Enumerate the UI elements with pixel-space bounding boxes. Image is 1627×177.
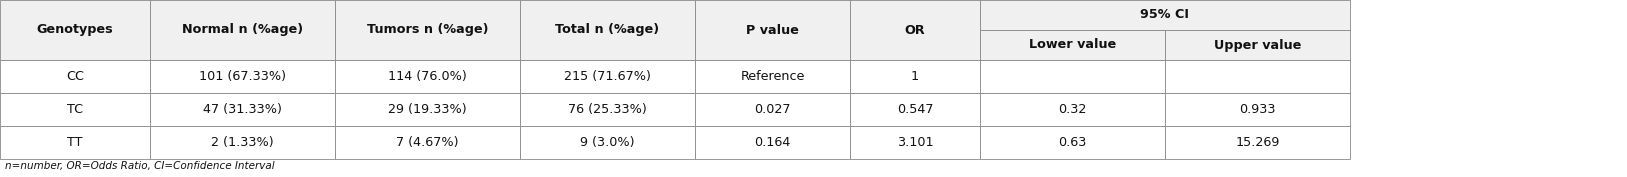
Text: Tumors n (%age): Tumors n (%age)	[366, 24, 488, 36]
Bar	[849, 126, 979, 159]
Text: TC: TC	[67, 103, 83, 116]
Text: n=number, OR=Odds Ratio, CI=Confidence Interval: n=number, OR=Odds Ratio, CI=Confidence I…	[5, 161, 275, 171]
Bar	[0, 0, 150, 60]
Text: 95% CI: 95% CI	[1141, 8, 1189, 21]
Bar	[150, 126, 335, 159]
Bar	[695, 93, 849, 126]
Bar	[0, 60, 150, 93]
Text: 29 (19.33%): 29 (19.33%)	[389, 103, 467, 116]
Text: 15.269: 15.269	[1235, 136, 1280, 149]
Bar	[979, 60, 1165, 93]
Bar	[1165, 93, 1350, 126]
Text: 9 (3.0%): 9 (3.0%)	[581, 136, 635, 149]
Bar	[979, 126, 1165, 159]
Text: 1: 1	[911, 70, 919, 83]
Text: Reference: Reference	[740, 70, 805, 83]
Bar	[1165, 126, 1350, 159]
Bar	[335, 93, 521, 126]
Text: 47 (31.33%): 47 (31.33%)	[203, 103, 281, 116]
Text: 0.027: 0.027	[755, 103, 791, 116]
Bar	[979, 93, 1165, 126]
Bar	[979, 0, 1350, 30]
Text: 0.32: 0.32	[1058, 103, 1087, 116]
Bar	[335, 0, 521, 60]
Bar	[1165, 60, 1350, 93]
Bar	[849, 93, 979, 126]
Text: 2 (1.33%): 2 (1.33%)	[212, 136, 273, 149]
Bar	[695, 60, 849, 93]
Bar	[335, 126, 521, 159]
Bar	[335, 60, 521, 93]
Bar	[150, 0, 335, 60]
Text: 114 (76.0%): 114 (76.0%)	[389, 70, 467, 83]
Text: P value: P value	[747, 24, 799, 36]
Text: 3.101: 3.101	[896, 136, 934, 149]
Text: 101 (67.33%): 101 (67.33%)	[198, 70, 286, 83]
Text: OR: OR	[905, 24, 926, 36]
Bar	[979, 30, 1165, 60]
Text: CC: CC	[67, 70, 85, 83]
Bar	[849, 60, 979, 93]
Bar	[1165, 30, 1350, 60]
Bar	[0, 126, 150, 159]
Text: 76 (25.33%): 76 (25.33%)	[568, 103, 648, 116]
Text: 0.63: 0.63	[1058, 136, 1087, 149]
Bar	[695, 126, 849, 159]
Text: Upper value: Upper value	[1214, 39, 1302, 52]
Bar	[521, 126, 695, 159]
Bar	[521, 0, 695, 60]
Bar	[521, 60, 695, 93]
Text: 7 (4.67%): 7 (4.67%)	[397, 136, 459, 149]
Bar	[695, 0, 849, 60]
Text: TT: TT	[67, 136, 83, 149]
Text: 0.547: 0.547	[896, 103, 934, 116]
Bar	[150, 60, 335, 93]
Bar	[849, 0, 979, 60]
Text: Normal n (%age): Normal n (%age)	[182, 24, 303, 36]
Bar	[0, 93, 150, 126]
Text: 0.933: 0.933	[1240, 103, 1276, 116]
Text: Lower value: Lower value	[1028, 39, 1116, 52]
Text: 215 (71.67%): 215 (71.67%)	[565, 70, 651, 83]
Text: Genotypes: Genotypes	[37, 24, 114, 36]
Bar	[150, 93, 335, 126]
Bar	[521, 93, 695, 126]
Text: Total n (%age): Total n (%age)	[555, 24, 659, 36]
Text: 0.164: 0.164	[755, 136, 791, 149]
